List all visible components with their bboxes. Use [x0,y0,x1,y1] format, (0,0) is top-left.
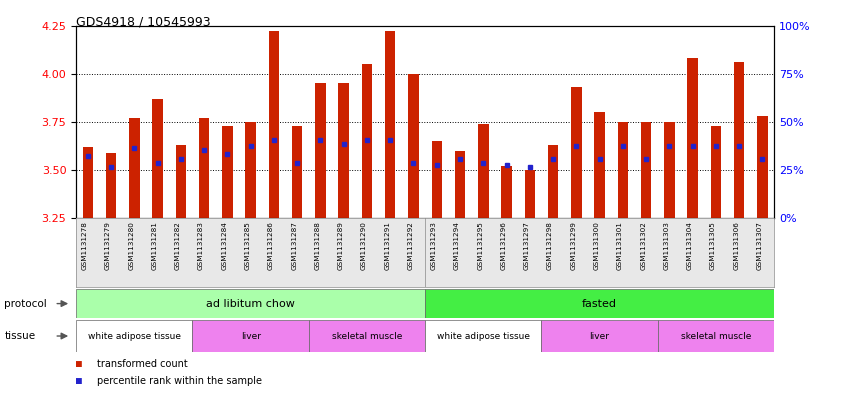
Text: ad libitum chow: ad libitum chow [206,299,295,309]
Bar [618,122,628,218]
Bar [269,31,279,218]
Text: liver: liver [240,332,261,340]
Text: GSM1131284: GSM1131284 [222,222,228,270]
Text: GSM1131297: GSM1131297 [524,222,530,270]
Text: white adipose tissue: white adipose tissue [88,332,181,340]
Text: GSM1131290: GSM1131290 [361,222,367,270]
Text: percentile rank within the sample: percentile rank within the sample [97,376,262,386]
Text: GSM1131302: GSM1131302 [640,222,646,270]
Text: skeletal muscle: skeletal muscle [681,332,751,340]
Text: GSM1131294: GSM1131294 [454,222,460,270]
Bar [571,87,581,218]
Bar [76,289,425,318]
Bar [664,122,674,218]
Bar [199,118,209,218]
Bar [316,83,326,218]
Text: GSM1131283: GSM1131283 [198,222,204,270]
Bar [409,73,419,218]
Bar [641,122,651,218]
Text: GSM1131303: GSM1131303 [663,222,669,270]
Bar [106,152,116,218]
Text: GSM1131304: GSM1131304 [687,222,693,270]
Text: liver: liver [590,332,610,340]
Bar [362,64,372,218]
Text: GSM1131288: GSM1131288 [315,222,321,270]
Bar [734,62,744,218]
Bar [541,320,658,352]
Bar [176,145,186,218]
Text: GSM1131289: GSM1131289 [338,222,343,270]
Bar [548,145,558,218]
Text: GSM1131293: GSM1131293 [431,222,437,270]
Text: GSM1131292: GSM1131292 [408,222,414,270]
Text: GSM1131305: GSM1131305 [710,222,716,270]
Bar [658,320,774,352]
Text: GDS4918 / 10545993: GDS4918 / 10545993 [76,16,211,29]
Bar [245,122,255,218]
Bar [478,124,488,218]
Text: GSM1131300: GSM1131300 [594,222,600,270]
Bar [525,170,535,218]
Bar [222,126,233,218]
Text: white adipose tissue: white adipose tissue [437,332,530,340]
Text: GSM1131307: GSM1131307 [756,222,762,270]
Text: GSM1131298: GSM1131298 [547,222,553,270]
Text: GSM1131287: GSM1131287 [291,222,297,270]
Text: skeletal muscle: skeletal muscle [332,332,402,340]
Text: ■: ■ [76,358,82,369]
Bar [385,31,395,218]
Text: GSM1131281: GSM1131281 [151,222,157,270]
Text: GSM1131299: GSM1131299 [570,222,576,270]
Text: GSM1131306: GSM1131306 [733,222,739,270]
Text: GSM1131285: GSM1131285 [244,222,250,270]
Bar [595,112,605,218]
Bar [292,126,302,218]
Text: GSM1131286: GSM1131286 [268,222,274,270]
Text: GSM1131291: GSM1131291 [384,222,390,270]
Bar [455,151,465,218]
Bar [757,116,767,218]
Bar [192,320,309,352]
Bar [309,320,426,352]
Bar [502,166,512,218]
Text: transformed count: transformed count [97,358,188,369]
Bar [76,320,192,352]
Text: GSM1131278: GSM1131278 [82,222,88,270]
Text: GSM1131279: GSM1131279 [105,222,111,270]
Bar [688,58,698,218]
Bar [83,147,93,218]
Text: protocol: protocol [4,299,47,309]
Bar [431,141,442,218]
Bar [338,83,349,218]
Text: GSM1131282: GSM1131282 [175,222,181,270]
Text: GSM1131280: GSM1131280 [129,222,135,270]
Text: ■: ■ [76,376,82,386]
Text: GSM1131301: GSM1131301 [617,222,623,270]
Bar [152,99,162,218]
Text: tissue: tissue [4,331,36,341]
Bar [129,118,140,218]
Bar [711,126,721,218]
Bar [426,320,541,352]
Text: GSM1131295: GSM1131295 [477,222,483,270]
Bar [426,289,774,318]
Text: GSM1131296: GSM1131296 [501,222,507,270]
Text: fasted: fasted [582,299,617,309]
